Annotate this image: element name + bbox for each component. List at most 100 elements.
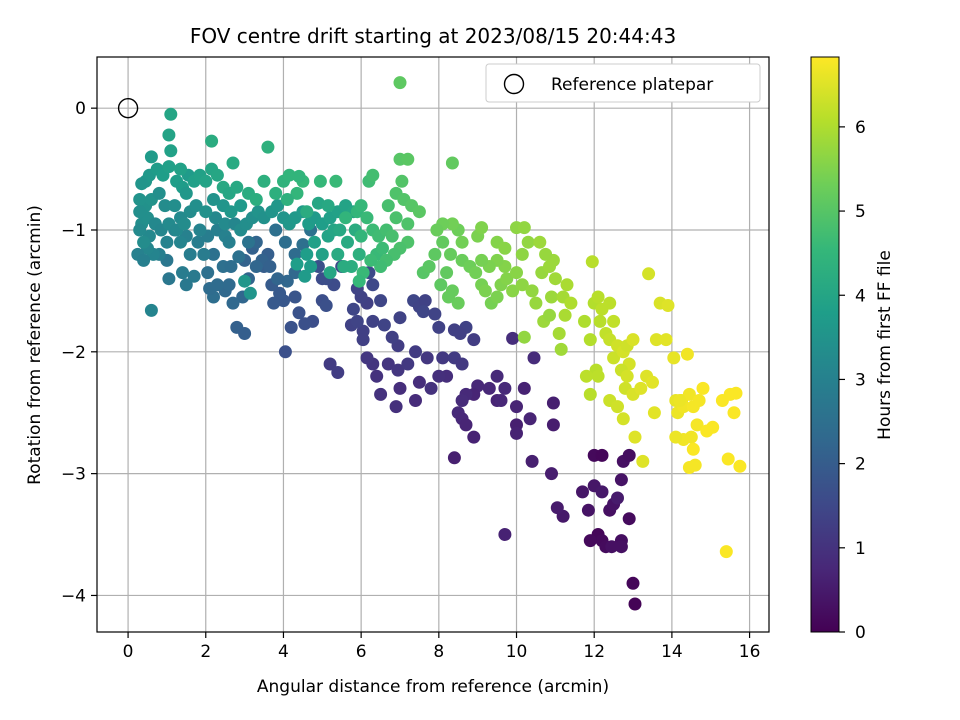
data-point bbox=[292, 169, 306, 183]
data-point bbox=[273, 286, 287, 300]
data-point bbox=[616, 412, 630, 426]
colorbar-tick-label: 2 bbox=[855, 455, 866, 475]
x-tick-label: 2 bbox=[200, 642, 211, 662]
data-point bbox=[467, 333, 481, 347]
data-point bbox=[412, 375, 426, 389]
data-point bbox=[607, 314, 621, 328]
data-point bbox=[395, 174, 409, 188]
data-point bbox=[197, 247, 211, 261]
data-point bbox=[162, 128, 176, 142]
data-point bbox=[591, 369, 605, 383]
data-point bbox=[189, 199, 203, 213]
data-point bbox=[201, 266, 215, 280]
data-point bbox=[636, 454, 650, 468]
data-point bbox=[445, 217, 459, 231]
data-point bbox=[360, 351, 374, 365]
data-point bbox=[550, 501, 564, 515]
data-point bbox=[467, 430, 481, 444]
data-point bbox=[500, 272, 514, 286]
data-point bbox=[494, 394, 508, 407]
data-point bbox=[300, 205, 314, 219]
data-point bbox=[428, 247, 442, 261]
data-point bbox=[611, 491, 624, 505]
data-point bbox=[224, 205, 238, 219]
data-point bbox=[224, 260, 238, 273]
data-point bbox=[564, 296, 578, 310]
data-point bbox=[475, 253, 489, 267]
colorbar-tick-label: 3 bbox=[855, 370, 866, 390]
data-point bbox=[374, 260, 388, 273]
data-point bbox=[179, 278, 193, 292]
data-point bbox=[690, 418, 704, 432]
data-point bbox=[622, 512, 636, 526]
data-point bbox=[203, 282, 217, 295]
data-point bbox=[422, 260, 436, 273]
legend-entry-reference: Reference platepar bbox=[551, 75, 713, 95]
data-point bbox=[267, 296, 281, 310]
data-point bbox=[430, 223, 444, 237]
data-point bbox=[453, 327, 467, 340]
data-point bbox=[199, 174, 213, 188]
data-point bbox=[482, 381, 496, 395]
x-tick-label: 6 bbox=[356, 642, 367, 662]
data-point bbox=[469, 266, 483, 280]
data-point bbox=[545, 467, 558, 481]
data-point bbox=[688, 458, 702, 472]
data-point bbox=[628, 430, 642, 444]
data-point bbox=[232, 250, 246, 264]
data-point bbox=[515, 247, 529, 261]
data-point bbox=[298, 317, 312, 331]
data-point bbox=[350, 314, 364, 328]
data-point bbox=[686, 442, 700, 456]
data-point bbox=[434, 278, 448, 292]
x-tick-label: 14 bbox=[661, 642, 683, 662]
data-point bbox=[442, 290, 455, 304]
data-point bbox=[548, 272, 562, 286]
data-point bbox=[552, 327, 566, 340]
data-point bbox=[354, 229, 368, 243]
data-point bbox=[210, 168, 224, 182]
data-point bbox=[331, 366, 345, 379]
data-point bbox=[333, 223, 347, 237]
data-point bbox=[525, 284, 539, 298]
data-point bbox=[583, 534, 597, 548]
data-point bbox=[337, 260, 351, 273]
data-point bbox=[543, 308, 556, 322]
data-point bbox=[311, 196, 325, 210]
data-point bbox=[222, 278, 236, 292]
data-point bbox=[304, 260, 318, 273]
data-point bbox=[209, 211, 222, 225]
data-point bbox=[222, 235, 236, 249]
data-point bbox=[183, 247, 197, 261]
data-point bbox=[517, 381, 531, 395]
data-point bbox=[249, 193, 263, 206]
data-point bbox=[341, 235, 354, 249]
data-point bbox=[288, 290, 302, 304]
data-point bbox=[261, 140, 275, 154]
data-point bbox=[144, 303, 158, 317]
data-point bbox=[374, 387, 388, 401]
data-point bbox=[729, 386, 743, 400]
x-tick-label: 10 bbox=[506, 642, 528, 662]
data-point bbox=[682, 387, 696, 401]
data-point bbox=[642, 267, 656, 281]
colorbar-tick-label: 1 bbox=[855, 539, 866, 559]
data-point bbox=[187, 269, 201, 283]
data-point bbox=[381, 199, 395, 213]
data-point bbox=[680, 347, 694, 361]
data-point bbox=[366, 278, 380, 292]
data-point bbox=[177, 217, 191, 231]
colorbar-tick-label: 6 bbox=[855, 118, 866, 138]
data-point bbox=[164, 107, 178, 121]
data-point bbox=[506, 284, 520, 298]
data-point bbox=[510, 426, 523, 440]
data-point bbox=[515, 278, 529, 292]
data-point bbox=[581, 503, 595, 517]
data-point bbox=[506, 331, 520, 345]
data-point bbox=[300, 247, 314, 261]
colorbar-tick-label: 0 bbox=[855, 623, 866, 643]
data-point bbox=[412, 205, 426, 219]
data-point bbox=[576, 485, 589, 499]
data-point bbox=[700, 424, 714, 438]
data-point bbox=[271, 199, 285, 213]
